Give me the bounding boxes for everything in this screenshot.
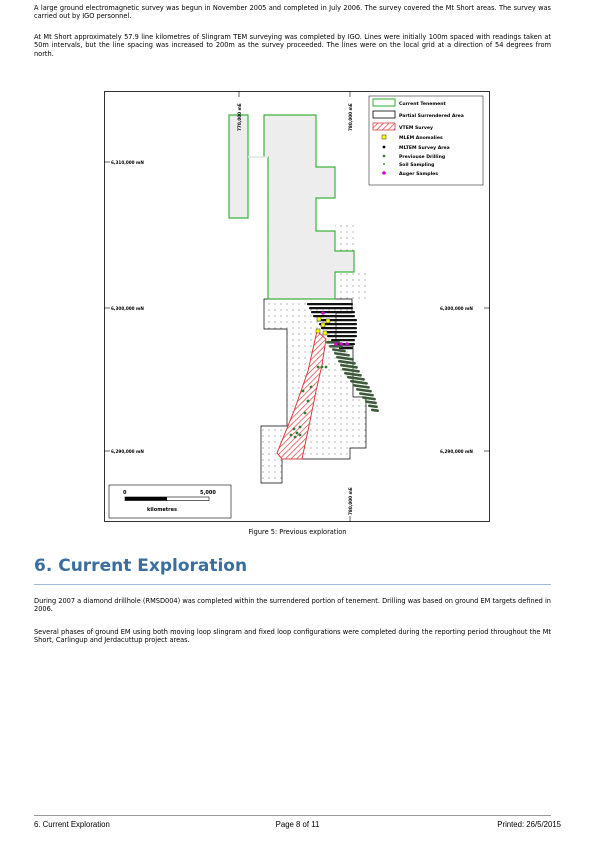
easting-780-bottom-label: 780,000 mE: [348, 487, 353, 515]
section-number: 6.: [34, 556, 53, 576]
northing-6290-right-label: 6,290,000 mN: [440, 449, 473, 454]
legend-label-soil: Soil Sampling: [399, 162, 434, 168]
legend-label-current-tenement: Current Tenement: [399, 101, 447, 107]
legend-label-partial-surrendered: Partial Surrendered Area: [399, 113, 464, 119]
legend-swatch-auger: [382, 171, 386, 175]
legend-swatch-soil: [382, 162, 386, 166]
intro-paragraph-1: A large ground electromagnetic survey wa…: [34, 4, 551, 21]
exploration-map-figure: 6,310,000 mN 6,300,000 mN 6,300,000 mN 6…: [104, 91, 490, 522]
legend-swatch-vtem: [372, 122, 396, 131]
figure-caption: Figure 5: Previous exploration: [248, 528, 347, 536]
legend-swatch-partial-surrendered: [372, 110, 396, 119]
northing-6300-right-label: 6,300,000 mN: [440, 306, 473, 311]
mltem-survey-area: [307, 303, 357, 350]
legend-label-drilling: Previouse Drilling: [399, 154, 445, 160]
mlem-anomalies: [315, 316, 331, 336]
scale-unit-label: kilometres: [147, 507, 177, 513]
section-title: Current Exploration: [58, 556, 248, 576]
easting-780-top-label: 780,000 mE: [348, 103, 353, 131]
easting-770-label: 770,000 mE: [237, 103, 242, 131]
section-rule: [34, 584, 551, 585]
legend-label-mlem: MLEM Anomalies: [399, 135, 443, 141]
section-paragraph-2: Several phases of ground EM using both m…: [34, 628, 551, 645]
auger-samples: [321, 311, 349, 346]
legend-label-auger: Auger Samples: [399, 171, 438, 177]
northing-6310-label: 6,310,000 mN: [111, 160, 144, 165]
scale-end-label: 5,000: [200, 490, 216, 496]
legend-swatch-drilling: [382, 154, 386, 158]
footer-rule: [34, 815, 551, 816]
map-legend: Current Tenement Partial Surrendered Are…: [368, 95, 484, 186]
section-paragraph-1: During 2007 a diamond drillhole (RMSD004…: [34, 597, 551, 614]
scale-start-label: 0: [123, 490, 127, 496]
legend-swatch-current-tenement: [372, 98, 396, 107]
legend-swatch-mltem: [382, 145, 386, 149]
footer-page-number: Page 8 of 11: [275, 820, 320, 829]
legend-label-mltem: MLTEM Survey Area: [399, 145, 450, 151]
footer-printed-date: Printed: 26/5/2015: [497, 820, 561, 829]
legend-label-vtem: VTEM Survey: [399, 125, 433, 131]
scale-bar: 0 5,000 kilometres: [108, 484, 232, 519]
mltem-survey-lines: [326, 341, 379, 412]
footer-section: 6. Current Exploration: [34, 820, 110, 829]
vtem-survey-area: [276, 330, 327, 460]
current-tenement: [228, 114, 355, 300]
previous-drilling: [289, 365, 328, 439]
northing-6290-left-label: 6,290,000 mN: [111, 449, 144, 454]
intro-paragraph-2: At Mt Short approximately 57.9 line kilo…: [34, 33, 551, 58]
legend-swatch-mlem: [381, 134, 387, 140]
section-heading: 6. Current Exploration: [34, 556, 247, 576]
northing-6300-left-label: 6,300,000 mN: [111, 306, 144, 311]
